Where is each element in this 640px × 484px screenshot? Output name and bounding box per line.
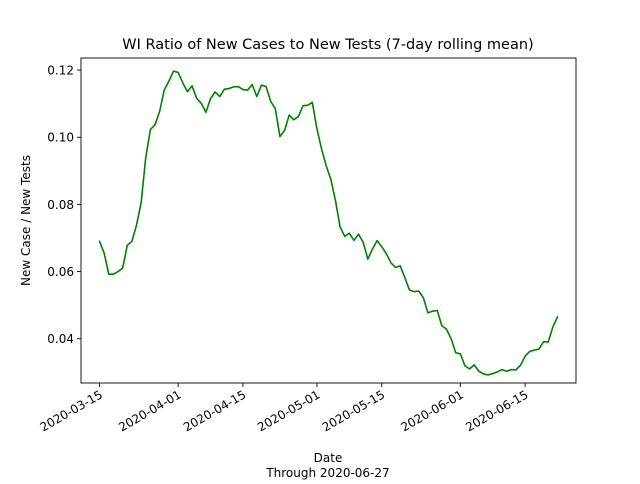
x-axis-sublabel: Through 2020-06-27 [265, 466, 389, 480]
y-axis-label: New Case / New Tests [19, 155, 33, 286]
plot-area [80, 57, 577, 384]
chart-title: WI Ratio of New Cases to New Tests (7-da… [122, 37, 533, 53]
axes-frame [80, 57, 577, 384]
y-tick-label: 0.12 [47, 64, 74, 78]
x-axis-label: Date [314, 451, 343, 465]
series-line-ratio [98, 70, 559, 376]
y-tick-label: 0.06 [47, 265, 74, 279]
y-tick-label: 0.04 [47, 332, 74, 346]
y-tick-label: 0.10 [47, 131, 74, 145]
series-layer [98, 70, 559, 376]
y-axis: 0.04 0.06 0.08 0.10 0.12 [47, 64, 81, 346]
y-tick-label: 0.08 [47, 198, 74, 212]
